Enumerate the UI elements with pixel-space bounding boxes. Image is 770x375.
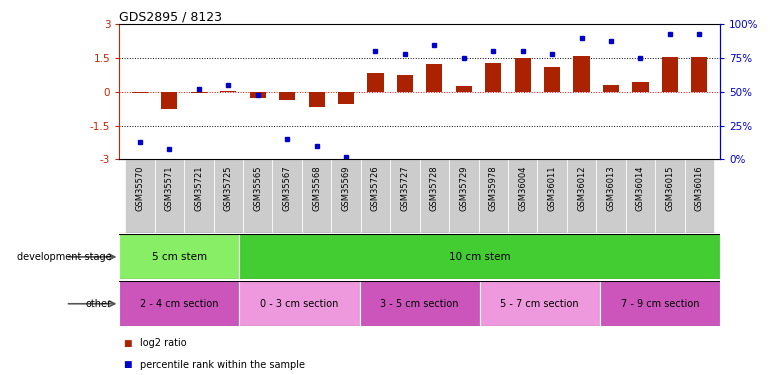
Bar	[390, 159, 420, 232]
Bar	[361, 159, 390, 232]
Bar	[661, 57, 678, 92]
Bar	[249, 92, 266, 98]
Text: log2 ratio: log2 ratio	[140, 338, 187, 348]
Bar	[279, 92, 295, 100]
Text: GSM35570: GSM35570	[136, 165, 145, 211]
Bar	[655, 159, 685, 232]
Bar	[397, 75, 413, 92]
Bar	[331, 159, 361, 232]
Text: GSM35569: GSM35569	[342, 165, 350, 211]
Bar	[600, 281, 720, 326]
Bar	[485, 63, 501, 92]
Bar	[239, 281, 360, 326]
Bar	[544, 67, 561, 92]
Text: 2 - 4 cm section: 2 - 4 cm section	[140, 299, 219, 309]
Text: 5 - 7 cm section: 5 - 7 cm section	[500, 299, 579, 309]
Bar	[273, 159, 302, 232]
Text: GSM35978: GSM35978	[489, 165, 497, 211]
Bar	[596, 159, 626, 232]
Bar	[508, 159, 537, 232]
Bar	[691, 57, 708, 92]
Text: GSM35728: GSM35728	[430, 165, 439, 211]
Text: GSM36012: GSM36012	[577, 165, 586, 211]
Bar	[126, 159, 155, 232]
Bar	[302, 159, 331, 232]
Text: GSM36015: GSM36015	[665, 165, 675, 211]
Bar	[191, 92, 207, 93]
Bar	[456, 86, 472, 92]
Text: GSM35727: GSM35727	[400, 165, 410, 211]
Bar	[685, 159, 714, 232]
Bar	[632, 82, 648, 92]
Text: GSM36011: GSM36011	[547, 165, 557, 211]
Bar	[427, 64, 443, 92]
Bar	[480, 281, 600, 326]
Text: ■: ■	[123, 360, 132, 369]
Bar	[360, 281, 480, 326]
Text: GSM36013: GSM36013	[607, 165, 615, 211]
Bar	[367, 73, 383, 92]
Text: GSM35567: GSM35567	[283, 165, 292, 211]
Bar	[213, 159, 243, 232]
Text: 10 cm stem: 10 cm stem	[449, 252, 511, 262]
Text: 5 cm stem: 5 cm stem	[152, 252, 207, 262]
Text: GSM35725: GSM35725	[224, 165, 233, 211]
Text: 7 - 9 cm section: 7 - 9 cm section	[621, 299, 699, 309]
Text: GSM36014: GSM36014	[636, 165, 645, 211]
Bar	[161, 92, 178, 109]
Text: GSM35568: GSM35568	[312, 165, 321, 211]
Bar	[243, 159, 273, 232]
Bar	[449, 159, 478, 232]
Text: percentile rank within the sample: percentile rank within the sample	[140, 360, 305, 369]
Text: development stage: development stage	[17, 252, 112, 262]
Bar	[626, 159, 655, 232]
Text: 3 - 5 cm section: 3 - 5 cm section	[380, 299, 459, 309]
Text: ■: ■	[123, 339, 132, 348]
Text: GSM36016: GSM36016	[695, 165, 704, 211]
Bar	[537, 159, 567, 232]
Bar	[338, 92, 354, 104]
Text: GSM36004: GSM36004	[518, 165, 527, 211]
Bar	[478, 159, 508, 232]
Text: GDS2895 / 8123: GDS2895 / 8123	[119, 10, 223, 23]
Bar	[155, 159, 184, 232]
Bar	[239, 234, 720, 279]
Text: 0 - 3 cm section: 0 - 3 cm section	[260, 299, 339, 309]
Bar	[514, 58, 531, 92]
Text: GSM35726: GSM35726	[371, 165, 380, 211]
Bar	[603, 85, 619, 92]
Bar	[420, 159, 449, 232]
Text: GSM35565: GSM35565	[253, 165, 263, 211]
Text: GSM35729: GSM35729	[460, 165, 468, 211]
Bar	[132, 92, 148, 93]
Bar	[220, 90, 236, 92]
Text: other: other	[85, 299, 112, 309]
Bar	[574, 56, 590, 92]
Text: GSM35571: GSM35571	[165, 165, 174, 211]
Bar	[119, 281, 239, 326]
Bar	[567, 159, 596, 232]
Bar	[309, 92, 325, 106]
Bar	[184, 159, 213, 232]
Text: GSM35721: GSM35721	[194, 165, 203, 211]
Bar	[119, 234, 239, 279]
